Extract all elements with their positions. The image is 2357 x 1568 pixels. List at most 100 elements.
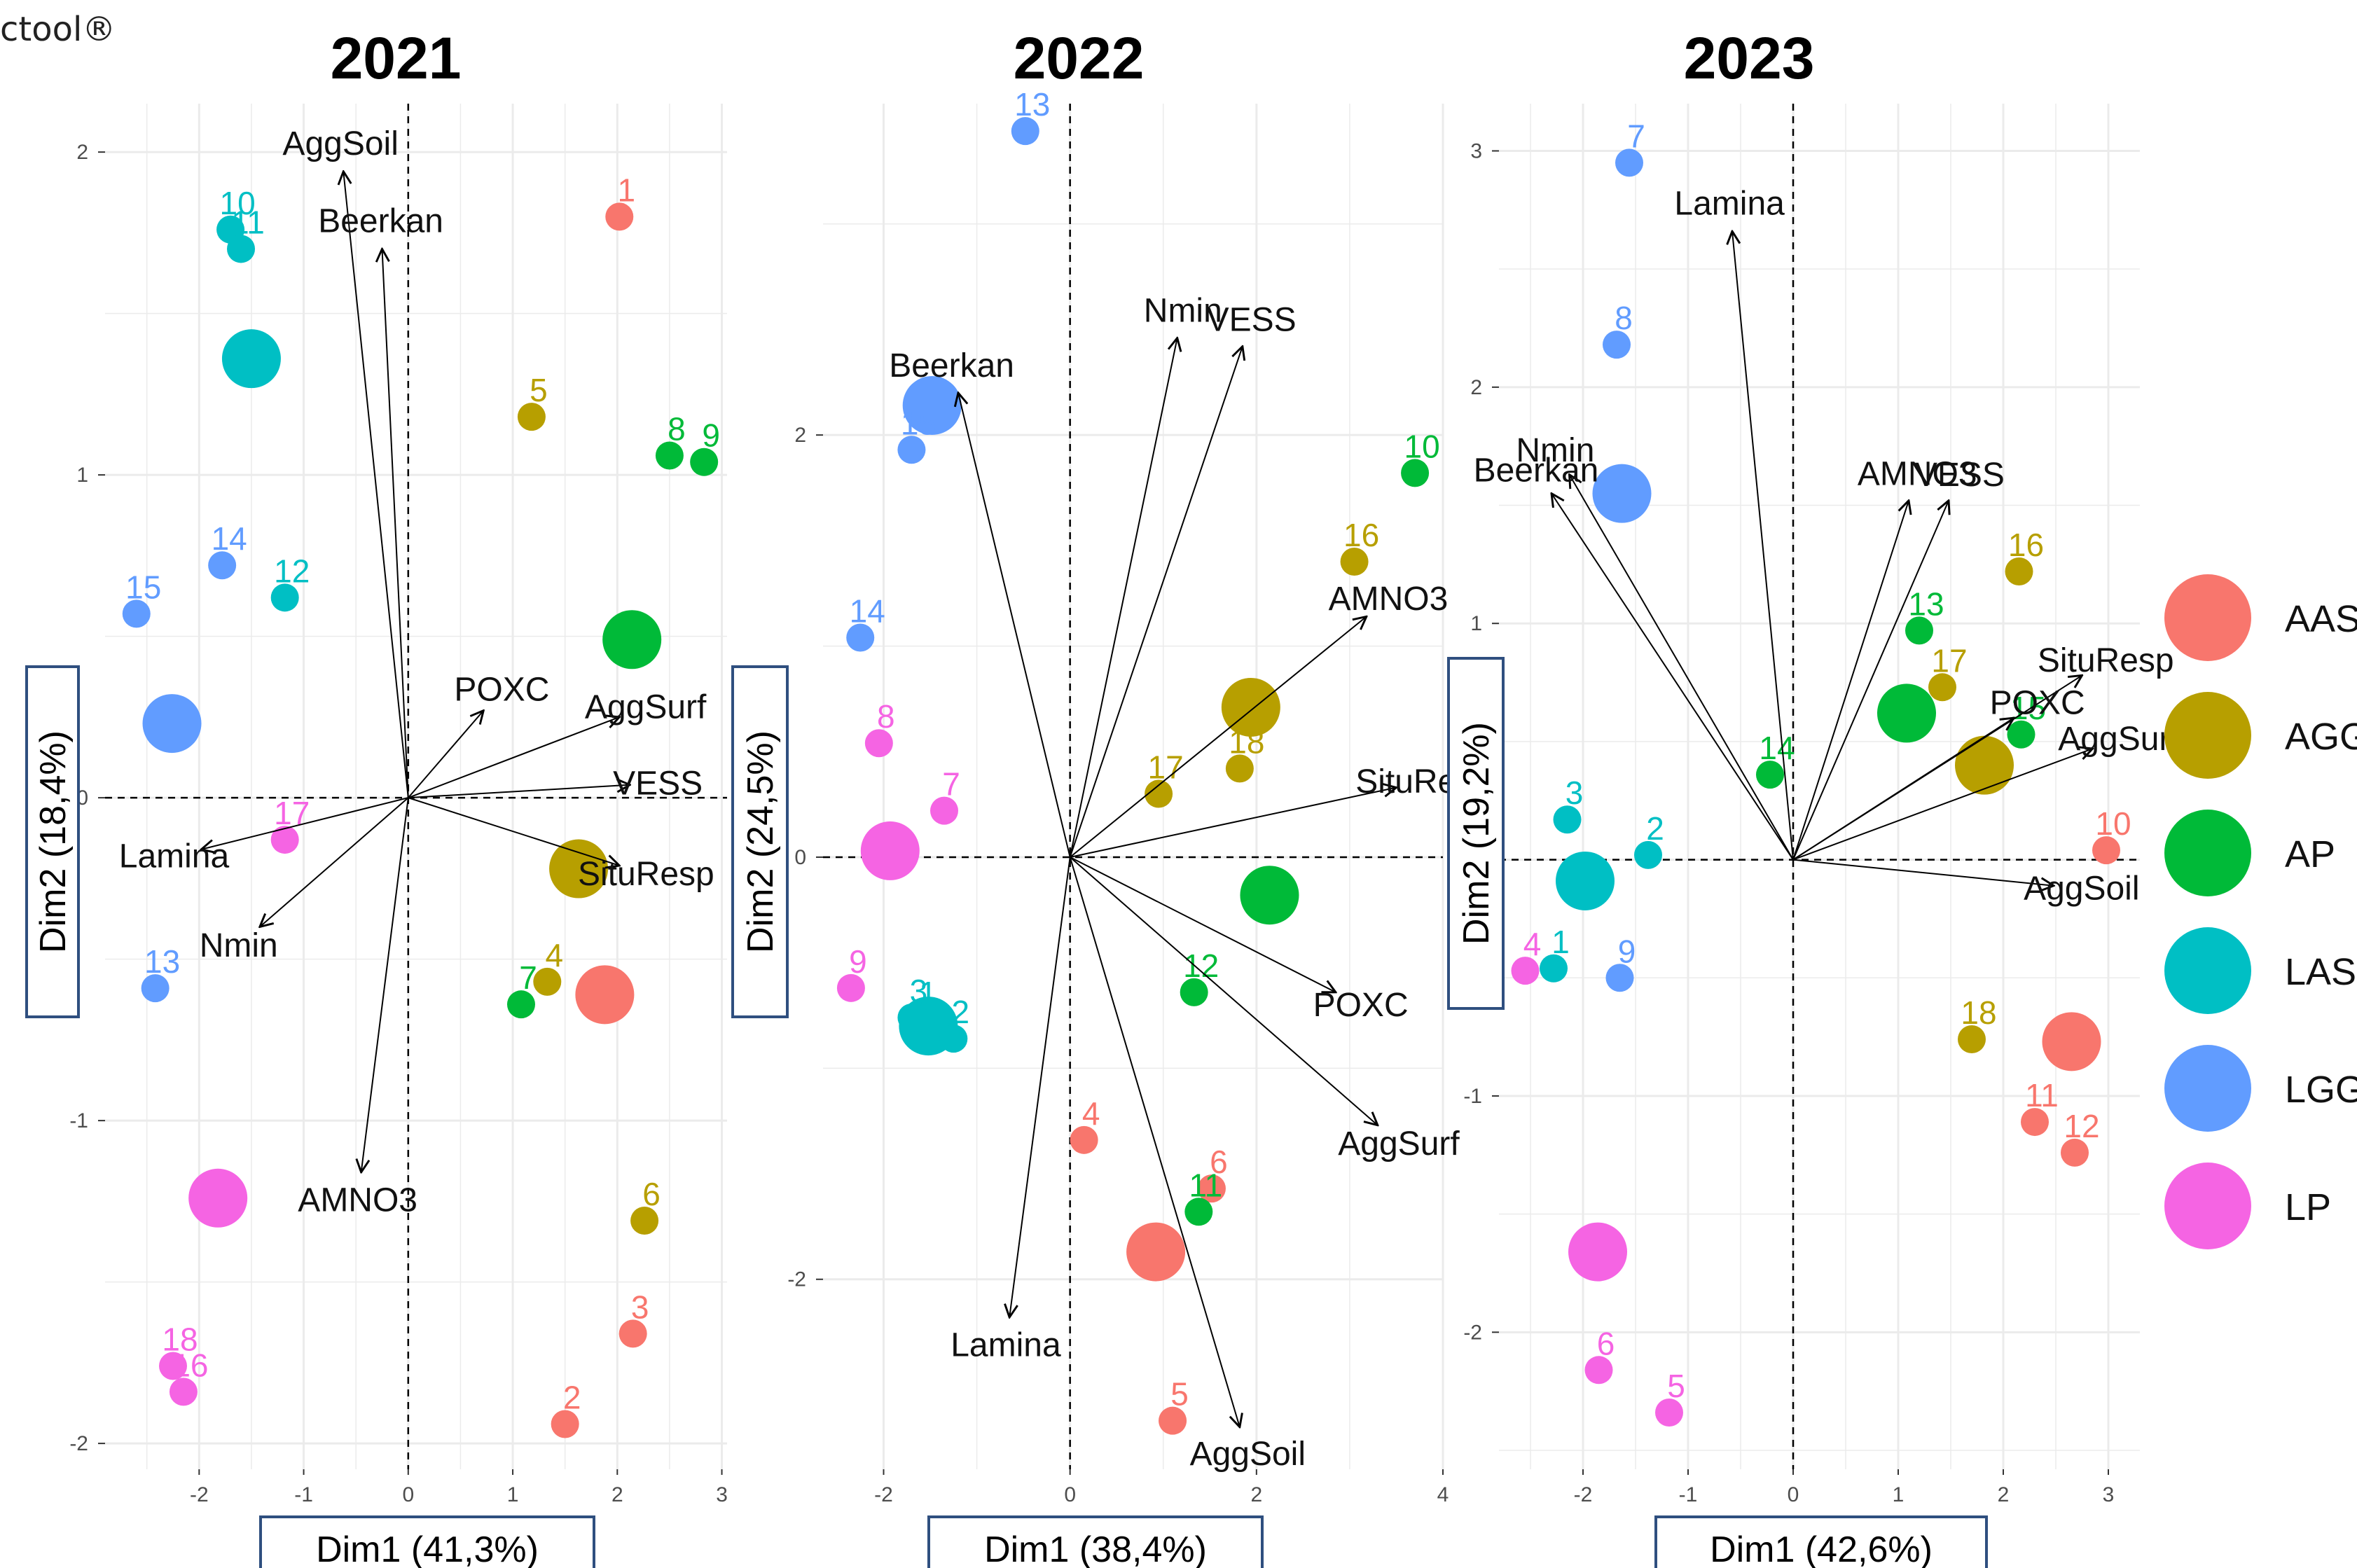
centroid-AGG [549, 839, 609, 899]
point-label: 9 [702, 417, 720, 454]
point-label: 3 [910, 973, 928, 1009]
arrow-VESS [408, 785, 630, 799]
point-label: 2 [952, 994, 970, 1030]
point-14 [846, 623, 875, 652]
point-label: 6 [1210, 1144, 1228, 1180]
legend-label: AAS [2285, 598, 2357, 640]
arrow-Beerkan [382, 249, 409, 798]
point-3 [897, 1004, 926, 1032]
point-label: 15 [2010, 690, 2046, 726]
point-label: 13 [1014, 86, 1050, 123]
y-tick-label: 1 [76, 464, 88, 487]
point-label: 9 [1618, 933, 1636, 969]
arrow-AggSurf [1792, 749, 2093, 861]
point-6 [1197, 1174, 1226, 1203]
centroid-LP [860, 821, 920, 880]
x-axis-label: Dim1 (38,4%) [984, 1529, 1207, 1568]
point-label: 2 [1646, 810, 1664, 847]
centroid-LP [1568, 1222, 1627, 1282]
y-axis-label: Dim2 (19,2%) [1456, 722, 1497, 945]
point-label: 11 [2025, 1077, 2059, 1113]
x-tick-label: -1 [1679, 1483, 1698, 1506]
x-tick-label: -2 [1574, 1483, 1593, 1506]
point-label: 9 [849, 943, 867, 980]
point-label: 15 [125, 569, 161, 605]
point-label: 18 [1961, 994, 1996, 1031]
point-17 [270, 826, 299, 854]
x-tick-label: 3 [716, 1483, 728, 1506]
centroid-LGG [142, 694, 202, 754]
point-label: 4 [1523, 926, 1542, 962]
point-14 [208, 551, 237, 580]
arrow-label: Nmin [200, 927, 278, 964]
centroid-AP [1877, 684, 1936, 743]
point-label: 17 [274, 795, 310, 831]
point-17 [1928, 673, 1956, 702]
arrow-label: VESS [613, 765, 703, 802]
arrow-AMNO3 [361, 798, 409, 1172]
point-5 [1159, 1406, 1187, 1435]
arrow-Lamina [201, 797, 409, 849]
arrow-AggSurf [1070, 856, 1378, 1125]
point-11 [1184, 1198, 1213, 1226]
x-tick-label: 0 [402, 1483, 414, 1506]
point-16 [169, 1378, 198, 1406]
legend-label: LGG [2285, 1069, 2357, 1111]
point-label: 3 [631, 1289, 649, 1325]
point-label: 8 [877, 698, 895, 735]
y-tick-label: 0 [794, 846, 806, 869]
point-7 [506, 990, 535, 1019]
point-label: 16 [2008, 527, 2044, 563]
point-label: 3 [1565, 775, 1584, 811]
legend-key-AP [2164, 810, 2251, 896]
point-2 [939, 1025, 968, 1053]
x-tick-label: 1 [507, 1483, 519, 1506]
x-label-box [927, 1515, 1264, 1568]
arrow-label: AMNO3 [1858, 456, 1977, 493]
x-tick-label: 3 [2103, 1483, 2115, 1506]
point-label: 11 [231, 204, 265, 240]
point-8 [655, 441, 684, 470]
panel-2023: -2-10123-2-10123123456789101112131415161… [1447, 25, 2180, 1568]
point-label: 1 [1551, 924, 1570, 960]
arrow-label: Lamina [119, 838, 230, 875]
centroid-AAS [2042, 1012, 2101, 1071]
y-tick-label: 2 [1470, 376, 1482, 399]
point-label: 7 [942, 766, 960, 803]
point-label: 12 [274, 553, 310, 589]
point-13 [1011, 117, 1039, 146]
arrow-label: AMNO3 [298, 1182, 417, 1219]
point-17 [1145, 779, 1173, 808]
point-label: 1 [919, 975, 937, 1011]
point-15 [122, 599, 151, 628]
point-label: 2 [563, 1379, 581, 1415]
point-label: 13 [1908, 585, 1944, 622]
point-12 [1180, 978, 1208, 1006]
centroid-LGG [1592, 464, 1652, 523]
arrow-label: Nmin [1144, 292, 1222, 329]
watermark: ctool® [0, 10, 116, 49]
centroid-AAS [1126, 1222, 1186, 1282]
point-label: 14 [1759, 730, 1795, 766]
point-1 [605, 202, 634, 231]
y-tick-label: 1 [1470, 612, 1482, 635]
point-label: 10 [2095, 805, 2131, 842]
legend: AAS AGG AP LAS LGG LP [2164, 574, 2357, 1249]
x-tick-label: -1 [294, 1483, 313, 1506]
point-5 [517, 403, 546, 431]
point-4 [533, 967, 562, 996]
y-label-box [1447, 657, 1505, 1010]
centroid-AP [602, 610, 662, 669]
x-tick-label: 2 [1250, 1483, 1262, 1506]
point-12 [270, 583, 299, 612]
arrow-POXC [1792, 718, 2014, 861]
arrow-Beerkan [958, 393, 1071, 858]
point-9 [690, 447, 719, 476]
y-axis-label: Dim2 (18,4%) [33, 730, 74, 953]
arrow-label: POXC [1990, 685, 2085, 722]
point-10 [1401, 459, 1430, 487]
arrow-Nmin [1069, 338, 1177, 858]
x-axis-label: Dim1 (42,6%) [1710, 1529, 1933, 1568]
point-label: 5 [1170, 1376, 1189, 1413]
